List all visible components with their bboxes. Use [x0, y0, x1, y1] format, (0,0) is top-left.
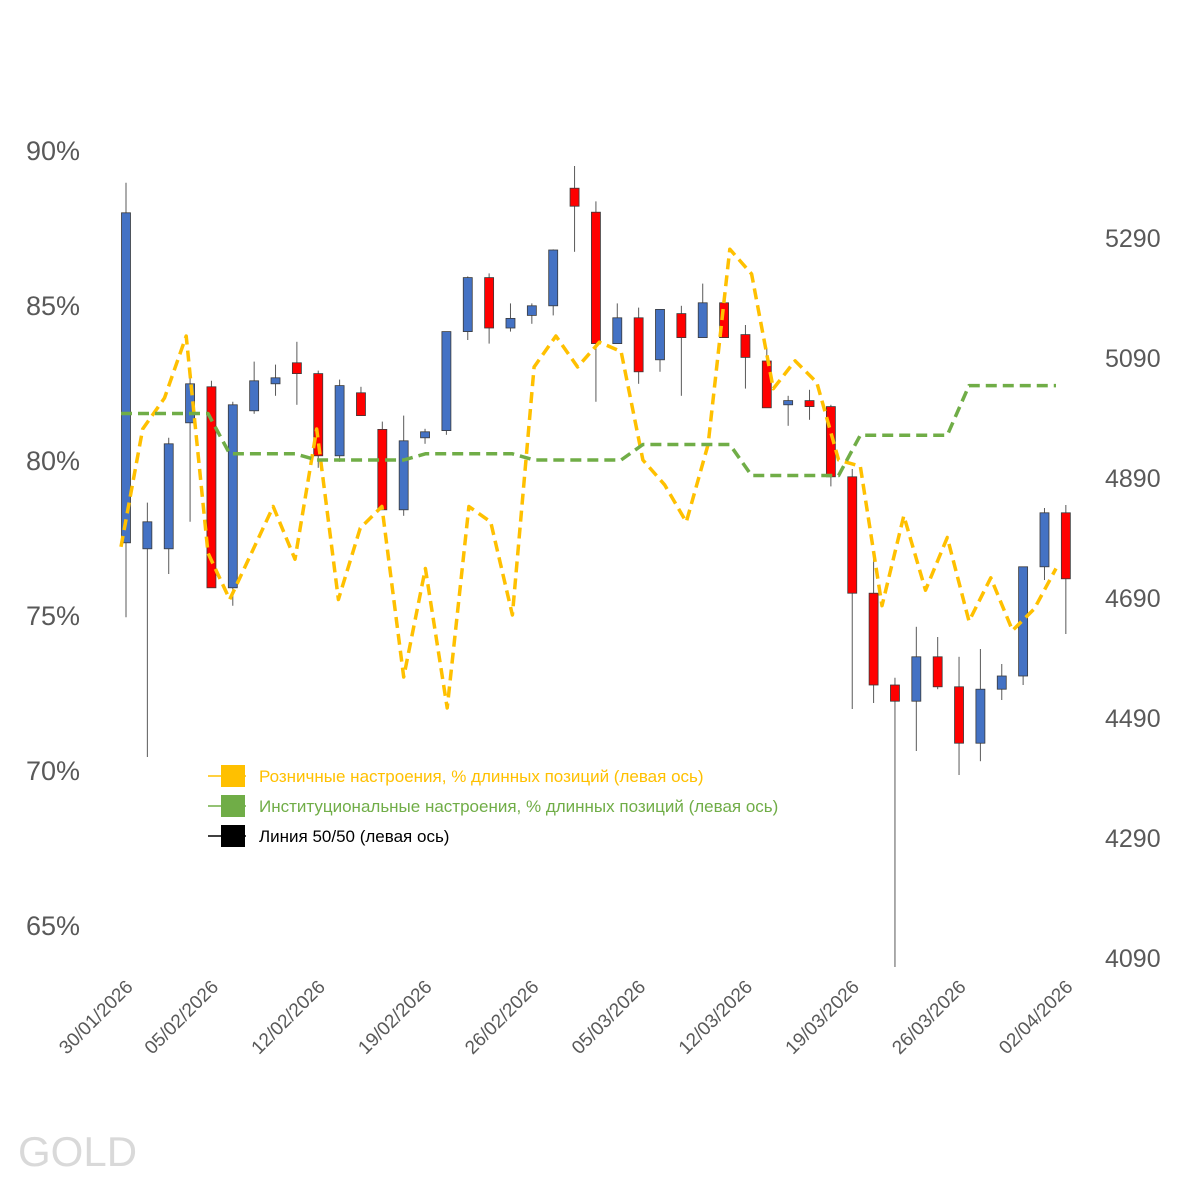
- right-tick-label: 5290: [1105, 225, 1161, 253]
- candle-body-up: [911, 656, 922, 702]
- legend-swatch: [221, 825, 245, 847]
- candle-body-down: [954, 686, 964, 744]
- legend-label: Розничные настроения, % длинных позиций …: [259, 767, 704, 786]
- legend-label: Линия 50/50 (левая ось): [259, 827, 449, 846]
- candle-body-down: [740, 334, 751, 358]
- candle-body-up: [526, 305, 537, 316]
- x-axis: 30/01/2026 05/02/2026 12/02/2026 19/02/2026…: [55, 977, 1077, 1059]
- right-axis: 4090 4290 4490 4690 4890 5090 5290: [1105, 225, 1161, 973]
- candle-body-up: [612, 317, 623, 344]
- legend-label: Институциональные настроения, % длинных …: [259, 797, 778, 816]
- candle-body-up: [505, 317, 516, 329]
- candle-body-down: [591, 211, 601, 344]
- candle-body-up: [249, 380, 260, 412]
- candle-body-up: [398, 440, 409, 511]
- right-tick-label: 4490: [1105, 705, 1161, 733]
- candle-body-down: [761, 360, 772, 409]
- candles: [121, 166, 1071, 967]
- x-tick-label: 30/01/2026: [55, 977, 137, 1059]
- candle-body-up: [420, 431, 430, 439]
- left-tick-label: 65%: [26, 911, 80, 941]
- left-tick-label: 85%: [26, 291, 80, 321]
- instrument-watermark: GOLD: [18, 1128, 138, 1175]
- candle-body-down: [313, 373, 324, 457]
- x-tick-label: 19/02/2026: [354, 977, 436, 1059]
- candle-body-down: [484, 277, 495, 329]
- candle-body-down: [847, 476, 858, 594]
- candle-body-down: [356, 392, 366, 416]
- candle-body-up: [142, 521, 153, 550]
- legend-swatch: [221, 795, 245, 817]
- candle-body-up: [227, 404, 238, 589]
- x-tick-label: 05/03/2026: [568, 977, 650, 1059]
- left-tick-label: 75%: [26, 601, 80, 631]
- x-tick-label: 26/02/2026: [461, 977, 543, 1059]
- left-tick-label: 90%: [26, 136, 80, 166]
- candle-body-up: [121, 212, 131, 544]
- candle-body-down: [569, 187, 580, 207]
- candle-body-up: [441, 331, 452, 432]
- candle-body-up: [975, 688, 986, 744]
- candle-body-up: [1039, 512, 1050, 568]
- legend: Розничные настроения, % длинных позиций …: [208, 765, 778, 847]
- candle-body-down: [206, 386, 217, 589]
- right-tick-label: 4690: [1105, 585, 1161, 613]
- candle-body-down: [932, 656, 943, 688]
- candle-body-down: [676, 313, 687, 339]
- right-tick-label: 4890: [1105, 465, 1161, 493]
- retail-sentiment-line: [119, 247, 1058, 710]
- candle-body-down: [890, 684, 900, 702]
- candle-body-down: [1060, 512, 1071, 580]
- candle-body-down: [804, 400, 815, 408]
- x-tick-label: 12/03/2026: [675, 977, 757, 1059]
- candle-body-up: [163, 443, 174, 550]
- candle-body-up: [270, 377, 281, 385]
- candle-body-up: [996, 675, 1007, 690]
- sentiment-lines: [119, 247, 1058, 710]
- candle-body-up: [462, 277, 473, 333]
- right-tick-label: 4090: [1105, 945, 1161, 973]
- candle-body-up: [783, 400, 794, 406]
- x-tick-label: 26/03/2026: [888, 977, 970, 1059]
- left-tick-label: 70%: [26, 756, 80, 786]
- candle-body-up: [334, 385, 345, 457]
- candle-body-up: [1018, 566, 1029, 677]
- institutional-sentiment-line: [121, 383, 1056, 478]
- x-tick-label: 05/02/2026: [141, 977, 223, 1059]
- x-tick-label: 12/02/2026: [248, 977, 330, 1059]
- right-tick-label: 4290: [1105, 825, 1161, 853]
- candle-body-up: [548, 249, 559, 307]
- x-tick-label: 19/03/2026: [782, 977, 864, 1059]
- left-tick-label: 80%: [26, 446, 80, 476]
- candle-body-down: [291, 362, 302, 374]
- candle-body-down: [868, 592, 879, 686]
- x-tick-label: 02/04/2026: [995, 977, 1077, 1059]
- right-tick-label: 5090: [1105, 345, 1161, 373]
- candle-body-down: [377, 428, 388, 511]
- candle-body-up: [697, 302, 708, 338]
- candle-body-up: [655, 308, 665, 361]
- candle-body-down: [633, 317, 644, 373]
- legend-swatch: [221, 765, 245, 787]
- left-axis: 65% 70% 75% 80% 85% 90%: [26, 136, 80, 941]
